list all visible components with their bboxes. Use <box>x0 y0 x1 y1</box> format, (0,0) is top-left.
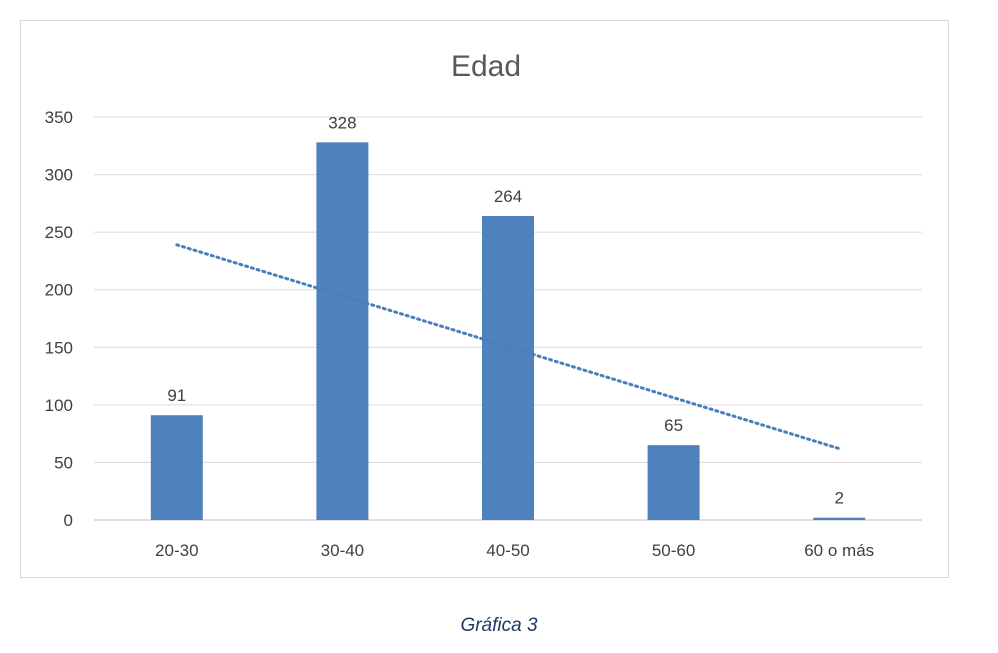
bar <box>647 445 700 520</box>
x-axis-tick-labels: 20-30 30-40 40-50 50-60 60 o más <box>155 541 874 560</box>
data-label: 91 <box>167 386 186 405</box>
x-tick-label: 30-40 <box>321 541 364 560</box>
bar <box>813 517 866 520</box>
bar-chart: Edad 0 50 100 150 200 250 300 350 91 328 264 65 2 2… <box>45 50 922 560</box>
x-tick-label: 60 o más <box>804 541 874 560</box>
y-tick-label: 0 <box>64 511 73 530</box>
y-tick-label: 250 <box>45 223 73 242</box>
bars <box>150 142 866 520</box>
bar <box>150 415 203 520</box>
data-label: 264 <box>494 187 522 206</box>
bar <box>316 142 369 520</box>
y-tick-label: 50 <box>54 453 73 472</box>
trendline-path <box>175 243 841 451</box>
x-tick-label: 40-50 <box>486 541 529 560</box>
trendline <box>175 243 841 451</box>
y-tick-label: 300 <box>45 166 73 185</box>
y-axis-tick-labels: 0 50 100 150 200 250 300 350 <box>45 108 73 530</box>
figure-caption: Gráfica 3 <box>460 615 538 636</box>
data-labels: 91 328 264 65 2 <box>167 113 844 507</box>
bar <box>482 216 534 520</box>
data-label: 65 <box>664 416 683 435</box>
y-tick-label: 200 <box>45 281 73 300</box>
x-tick-label: 20-30 <box>155 541 198 560</box>
data-label: 2 <box>834 489 843 508</box>
x-tick-label: 50-60 <box>652 541 695 560</box>
y-tick-label: 350 <box>45 108 73 127</box>
data-label: 328 <box>328 113 356 132</box>
y-tick-label: 100 <box>45 396 73 415</box>
chart-title: Edad <box>451 50 521 83</box>
y-tick-label: 150 <box>45 338 73 357</box>
